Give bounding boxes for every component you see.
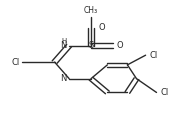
Text: H: H <box>61 39 66 44</box>
Text: Cl: Cl <box>160 88 168 97</box>
Text: S: S <box>88 41 94 50</box>
Text: N: N <box>61 41 67 50</box>
Text: O: O <box>98 23 105 32</box>
Text: Cl: Cl <box>12 58 20 67</box>
Text: Cl: Cl <box>149 51 157 60</box>
Text: O: O <box>116 41 123 50</box>
Text: N: N <box>61 74 67 83</box>
Text: CH₃: CH₃ <box>84 6 98 15</box>
